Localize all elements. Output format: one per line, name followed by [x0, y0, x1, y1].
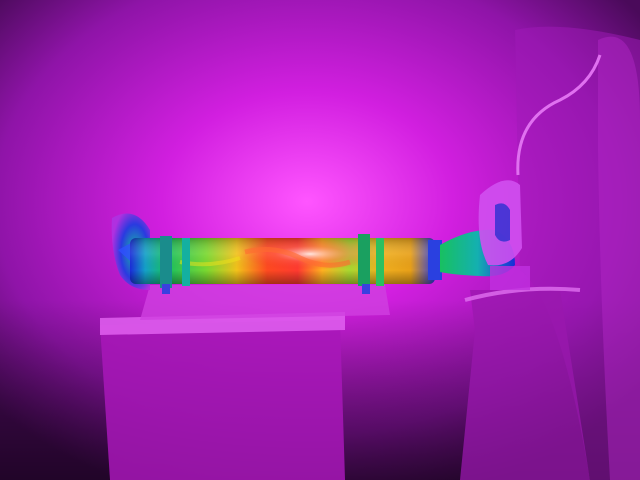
- support-base: [140, 285, 390, 320]
- chair: [460, 290, 590, 480]
- plug-base: [490, 266, 530, 290]
- power-cable: [516, 54, 602, 176]
- right-wall: [515, 26, 640, 480]
- leg-left: [162, 284, 170, 294]
- leg-right: [362, 284, 370, 294]
- clamp-right-inner: [376, 238, 384, 286]
- clamp-right: [358, 234, 370, 286]
- chair-back: [598, 36, 640, 480]
- right-end-cap: [428, 240, 442, 280]
- table-front: [100, 320, 345, 480]
- clamp-left-inner: [182, 238, 190, 286]
- plug-core: [495, 203, 510, 242]
- hot-streak: [244, 247, 351, 268]
- chair-edge: [464, 286, 581, 302]
- clamp-left: [160, 236, 172, 288]
